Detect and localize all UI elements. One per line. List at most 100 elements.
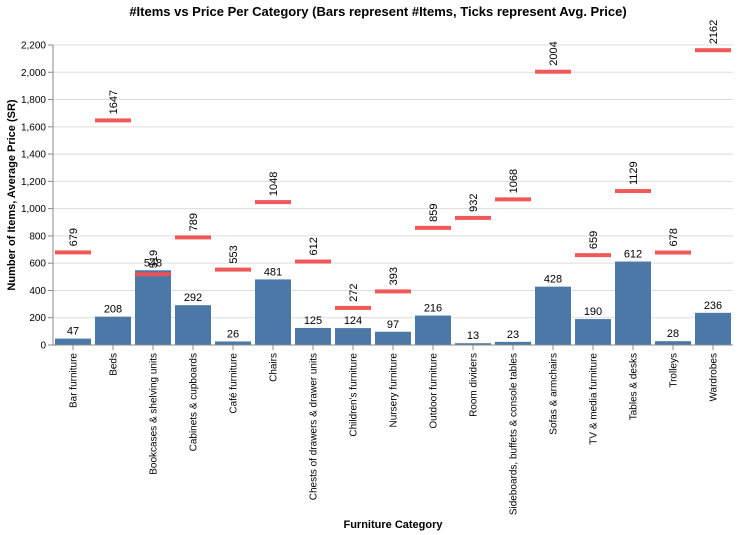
bar-value-label: 124: [344, 315, 362, 327]
price-value-label: 519: [148, 250, 160, 268]
price-value-label: 553: [228, 245, 240, 263]
bar: [575, 319, 611, 345]
price-tick: [175, 235, 211, 240]
bar-value-label: 13: [467, 330, 479, 342]
y-tick-label: 2,200: [21, 41, 46, 52]
bar-value-label: 292: [184, 292, 202, 304]
bar: [55, 338, 91, 345]
x-tick-label: Outdoor furniture: [429, 353, 440, 429]
price-value-label: 1129: [628, 161, 640, 185]
price-value-label: 272: [348, 284, 360, 302]
bar-value-label: 428: [544, 274, 562, 286]
bar-value-label: 548: [144, 257, 162, 269]
y-tick-label: 400: [29, 286, 46, 297]
bar: [655, 341, 691, 345]
bar: [255, 279, 291, 345]
x-tick-label: Chairs: [269, 353, 280, 382]
bar: [535, 286, 571, 345]
y-tick-label: 1,400: [21, 150, 46, 161]
price-tick: [255, 200, 291, 205]
bar-value-label: 612: [624, 249, 642, 261]
x-tick-label: Cabinets & cupboards: [189, 353, 200, 451]
bar-value-label: 125: [304, 315, 322, 327]
price-value-label: 789: [188, 213, 200, 231]
bar-value-label: 216: [424, 303, 442, 315]
x-tick-label: Sofas & armchairs: [549, 353, 560, 435]
price-value-label: 2004: [548, 41, 560, 65]
x-axis-title: Furniture Category: [343, 519, 443, 531]
price-ticks: [55, 48, 731, 310]
bar: [135, 270, 171, 345]
price-value-label: 859: [428, 204, 440, 222]
x-tick-label: Bar furniture: [69, 353, 80, 408]
x-tick-label: Beds: [109, 353, 120, 376]
x-tick-label: Tables & desks: [629, 353, 640, 420]
bar-value-label: 28: [667, 328, 679, 340]
bars: [55, 261, 731, 345]
x-tick-label: Room dividers: [469, 353, 480, 417]
price-tick: [495, 197, 531, 202]
x-tick-label: Bookcases & shelving units: [149, 353, 160, 475]
price-tick: [575, 253, 611, 258]
y-tick-label: 800: [29, 231, 46, 242]
x-tick-label: Nursery furniture: [389, 353, 400, 428]
price-tick: [535, 69, 571, 74]
price-value-label: 2162: [708, 20, 720, 44]
price-value-label: 679: [68, 228, 80, 246]
y-tick-label: 2,000: [21, 68, 46, 79]
bar: [495, 341, 531, 345]
price-tick: [215, 267, 251, 272]
bar-value-label: 97: [387, 319, 399, 331]
y-axis-title: Number of Items, Average Price (SR): [6, 99, 18, 290]
bar: [175, 305, 211, 345]
price-tick: [455, 215, 491, 220]
bar-value-label: 23: [507, 329, 519, 341]
price-tick: [135, 272, 171, 277]
price-value-label: 1068: [508, 169, 520, 193]
y-tick-label: 1,800: [21, 95, 46, 106]
price-tick: [615, 189, 651, 194]
price-value-label: 932: [468, 194, 480, 212]
bar: [455, 343, 491, 345]
x-tick-label: TV & media furniture: [589, 353, 600, 445]
x-tick-label: Trolleys: [669, 353, 680, 388]
y-tick-label: 1,200: [21, 177, 46, 188]
bar: [215, 341, 251, 345]
bar-value-label: 190: [584, 306, 602, 318]
axes: 0 200 400 600 800 1,000 1,200 1,400 1,600 1,800 2,…: [21, 41, 733, 515]
bar: [295, 327, 331, 345]
x-tick-label: Café furniture: [229, 353, 240, 414]
price-value-label: 612: [308, 237, 320, 255]
price-tick: [695, 48, 731, 53]
price-tick: [375, 289, 411, 294]
price-value-label: 1647: [108, 90, 120, 114]
price-tick: [55, 250, 91, 255]
bar: [375, 331, 411, 345]
bar: [95, 316, 131, 345]
price-tick: [415, 225, 451, 230]
bar-value-label: 47: [67, 326, 79, 338]
chart-title: #Items vs Price Per Category (Bars repre…: [129, 4, 626, 19]
price-value-label: 393: [388, 267, 400, 285]
price-tick: [655, 250, 691, 255]
bar: [335, 328, 371, 345]
y-tick-label: 600: [29, 259, 46, 270]
x-tick-label: Sideboards, buffets & console tables: [509, 353, 520, 515]
x-tick-label: Children's furniture: [349, 353, 360, 437]
bar: [415, 315, 451, 345]
bar-value-label: 481: [264, 266, 282, 278]
bar: [615, 261, 651, 345]
price-tick: [335, 305, 371, 310]
x-tick-label: Wardrobes: [709, 353, 720, 402]
y-tick-label: 200: [29, 313, 46, 324]
y-tick-label: 1,600: [21, 122, 46, 133]
x-tick-label: Chests of drawers & drawer units: [309, 353, 320, 500]
bar-value-label: 236: [704, 300, 722, 312]
price-tick: [295, 259, 331, 264]
bar-value-label: 208: [104, 304, 122, 316]
price-value-label: 659: [588, 231, 600, 249]
y-tick-label: 0: [40, 341, 46, 352]
price-value-label: 678: [668, 228, 680, 246]
